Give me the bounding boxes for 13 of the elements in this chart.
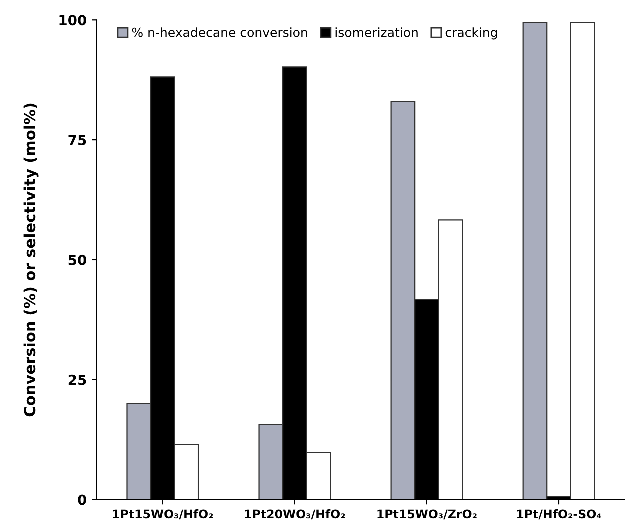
- y-tick-label: 50: [68, 254, 86, 266]
- x-tick-label: 1Pt20WO₃/HfO₂: [245, 510, 346, 520]
- x-tick-label: 1Pt/HfO₂-SO₄: [517, 510, 602, 520]
- y-tick-label: 100: [60, 15, 86, 26]
- legend-label: isomerization: [336, 28, 418, 38]
- y-axis-title: Conversion (%) or selectivity (mol%): [24, 104, 39, 417]
- legend-label: cracking: [446, 28, 498, 40]
- y-tick-label: 25: [68, 374, 86, 386]
- y-tick-label: 75: [68, 135, 86, 146]
- legend-label: % n-hexadecane conversion: [132, 28, 308, 38]
- x-tick-label: 1Pt15WO₃/ZrO₂: [378, 510, 477, 520]
- y-tick-label: 0: [78, 494, 86, 506]
- x-tick-label: 1Pt15WO₃/HfO₂: [113, 510, 214, 520]
